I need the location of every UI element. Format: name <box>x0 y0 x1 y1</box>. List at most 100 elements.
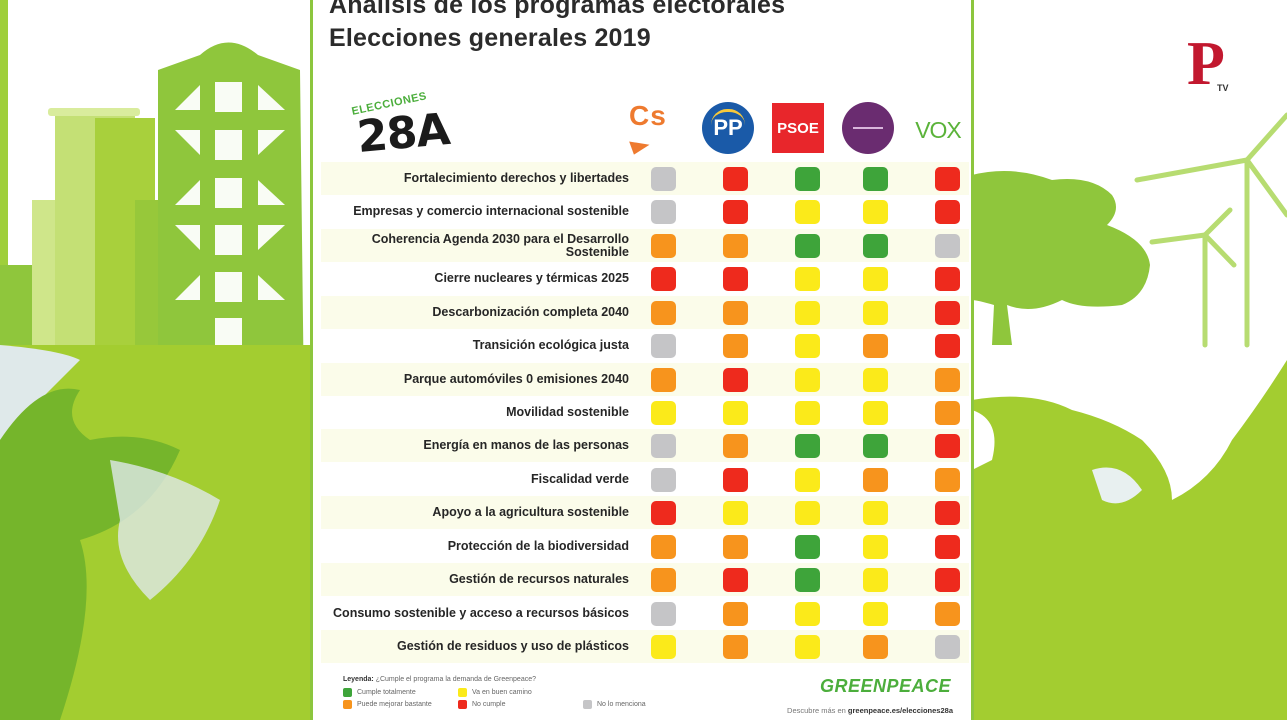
rating-cell-cs <box>651 468 676 492</box>
rating-cell-cs <box>651 602 676 626</box>
table-row: Descarbonización completa 2040 <box>321 296 969 329</box>
rating-cell-cs <box>651 401 676 425</box>
party-logo-podemos <box>838 98 898 158</box>
background-right-landscape <box>972 0 1287 720</box>
rating-cell-podemos <box>863 468 888 492</box>
legend-heading: Leyenda: ¿Cumple el programa la demanda … <box>343 676 537 683</box>
party-logo-psoe: PSOE <box>768 98 828 158</box>
rating-cell-cs <box>651 434 676 458</box>
rating-cell-pp <box>723 535 748 559</box>
rating-cell-cs <box>651 635 676 659</box>
row-topic-label: Parque automóviles 0 emisiones 2040 <box>403 372 629 386</box>
rating-cell-vox <box>935 368 960 392</box>
rating-cell-vox <box>935 167 960 191</box>
table-row: Energía en manos de las personas <box>321 429 969 462</box>
pp-arc-icon <box>711 109 745 125</box>
legend-item-gray: No lo menciona <box>583 700 646 709</box>
party-logo-vox: VOX <box>915 116 962 143</box>
rating-cell-psoe <box>795 234 820 258</box>
discover-link[interactable]: greenpeace.es/elecciones28a <box>847 706 953 715</box>
row-topic-label: Fortalecimiento derechos y libertades <box>403 171 629 185</box>
row-topic-label: Energía en manos de las personas <box>423 438 629 452</box>
table-row: Transición ecológica justa <box>321 329 969 362</box>
legend-item-green: Cumple totalmente <box>343 688 416 697</box>
row-topic-label: Empresas y comercio internacional sosten… <box>353 204 629 218</box>
rating-cell-cs <box>651 334 676 358</box>
rating-cell-podemos <box>863 368 888 392</box>
rating-cell-vox <box>935 234 960 258</box>
rating-cell-psoe <box>795 635 820 659</box>
rating-cell-psoe <box>795 501 820 525</box>
table-row: Movilidad sostenible <box>321 396 969 429</box>
rating-cell-pp <box>723 167 748 191</box>
party-logo-pp: PP <box>698 98 758 158</box>
row-topic-label: Descarbonización completa 2040 <box>432 305 629 319</box>
discover-more-text: Descubre más en greenpeace.es/elecciones… <box>787 706 953 715</box>
row-topic-label: Protección de la biodiversidad <box>447 539 629 553</box>
rating-cell-podemos <box>863 167 888 191</box>
rating-cell-cs <box>651 535 676 559</box>
table-row: Protección de la biodiversidad <box>321 530 969 563</box>
rating-cell-pp <box>723 468 748 492</box>
legend-swatch-yellow <box>458 688 467 697</box>
rating-cell-podemos <box>863 267 888 291</box>
rating-cell-vox <box>935 468 960 492</box>
podemos-wordmark-icon <box>853 127 883 129</box>
row-topic-label: Gestión de residuos y uso de plásticos <box>396 639 629 653</box>
rating-cell-vox <box>935 434 960 458</box>
rating-cell-psoe <box>795 468 820 492</box>
rating-cell-vox <box>935 602 960 626</box>
table-row: Coherencia Agenda 2030 para el Desarroll… <box>321 229 969 262</box>
rating-cell-pp <box>723 267 748 291</box>
ptv-watermark-logo: P TV <box>1187 30 1229 98</box>
rating-cell-vox <box>935 635 960 659</box>
chart-title: Análisis de los programas electorales El… <box>329 0 785 53</box>
rating-cell-psoe <box>795 535 820 559</box>
rating-cell-vox <box>935 200 960 224</box>
table-row: Fiscalidad verde <box>321 463 969 496</box>
rating-cell-podemos <box>863 200 888 224</box>
rating-cell-psoe <box>795 267 820 291</box>
legend-swatch-gray <box>583 700 592 709</box>
rating-cell-cs <box>651 301 676 325</box>
rating-cell-pp <box>723 368 748 392</box>
infographic-panel: Análisis de los programas electorales El… <box>310 0 974 720</box>
row-topic-label: Gestión de recursos naturales <box>449 572 629 586</box>
rating-cell-podemos <box>863 401 888 425</box>
row-topic-label: Consumo sostenible y acceso a recursos b… <box>333 606 629 620</box>
rating-cell-psoe <box>795 434 820 458</box>
rating-cell-pp <box>723 434 748 458</box>
legend-item-red: No cumple <box>458 700 505 709</box>
rating-cell-pp <box>723 635 748 659</box>
table-row: Apoyo a la agricultura sostenible <box>321 496 969 529</box>
table-row: Empresas y comercio internacional sosten… <box>321 195 969 228</box>
legend-item-orange: Puede mejorar bastante <box>343 700 432 709</box>
rating-cell-pp <box>723 301 748 325</box>
rating-cell-podemos <box>863 234 888 258</box>
rating-cell-psoe <box>795 568 820 592</box>
rating-cell-psoe <box>795 301 820 325</box>
rating-cell-cs <box>651 368 676 392</box>
table-row: Fortalecimiento derechos y libertades <box>321 162 969 195</box>
rating-cell-psoe <box>795 167 820 191</box>
party-logo-cs: Cs <box>623 98 683 158</box>
rating-cell-psoe <box>795 401 820 425</box>
legend-swatch-green <box>343 688 352 697</box>
rating-cell-podemos <box>863 334 888 358</box>
rating-cell-vox <box>935 267 960 291</box>
rating-cell-vox <box>935 501 960 525</box>
rating-cell-pp <box>723 234 748 258</box>
table-row: Cierre nucleares y térmicas 2025 <box>321 262 969 295</box>
rating-cell-podemos <box>863 501 888 525</box>
table-row: Gestión de recursos naturales <box>321 563 969 596</box>
rating-cell-psoe <box>795 334 820 358</box>
table-row: Gestión de residuos y uso de plásticos <box>321 630 969 663</box>
rating-cell-cs <box>651 200 676 224</box>
rating-cell-podemos <box>863 535 888 559</box>
rating-cell-podemos <box>863 568 888 592</box>
rating-cell-vox <box>935 334 960 358</box>
rating-cell-podemos <box>863 301 888 325</box>
title-line-1: Análisis de los programas electorales <box>329 0 786 19</box>
rating-cell-pp <box>723 501 748 525</box>
title-line-2: Elecciones generales 2019 <box>329 24 651 52</box>
